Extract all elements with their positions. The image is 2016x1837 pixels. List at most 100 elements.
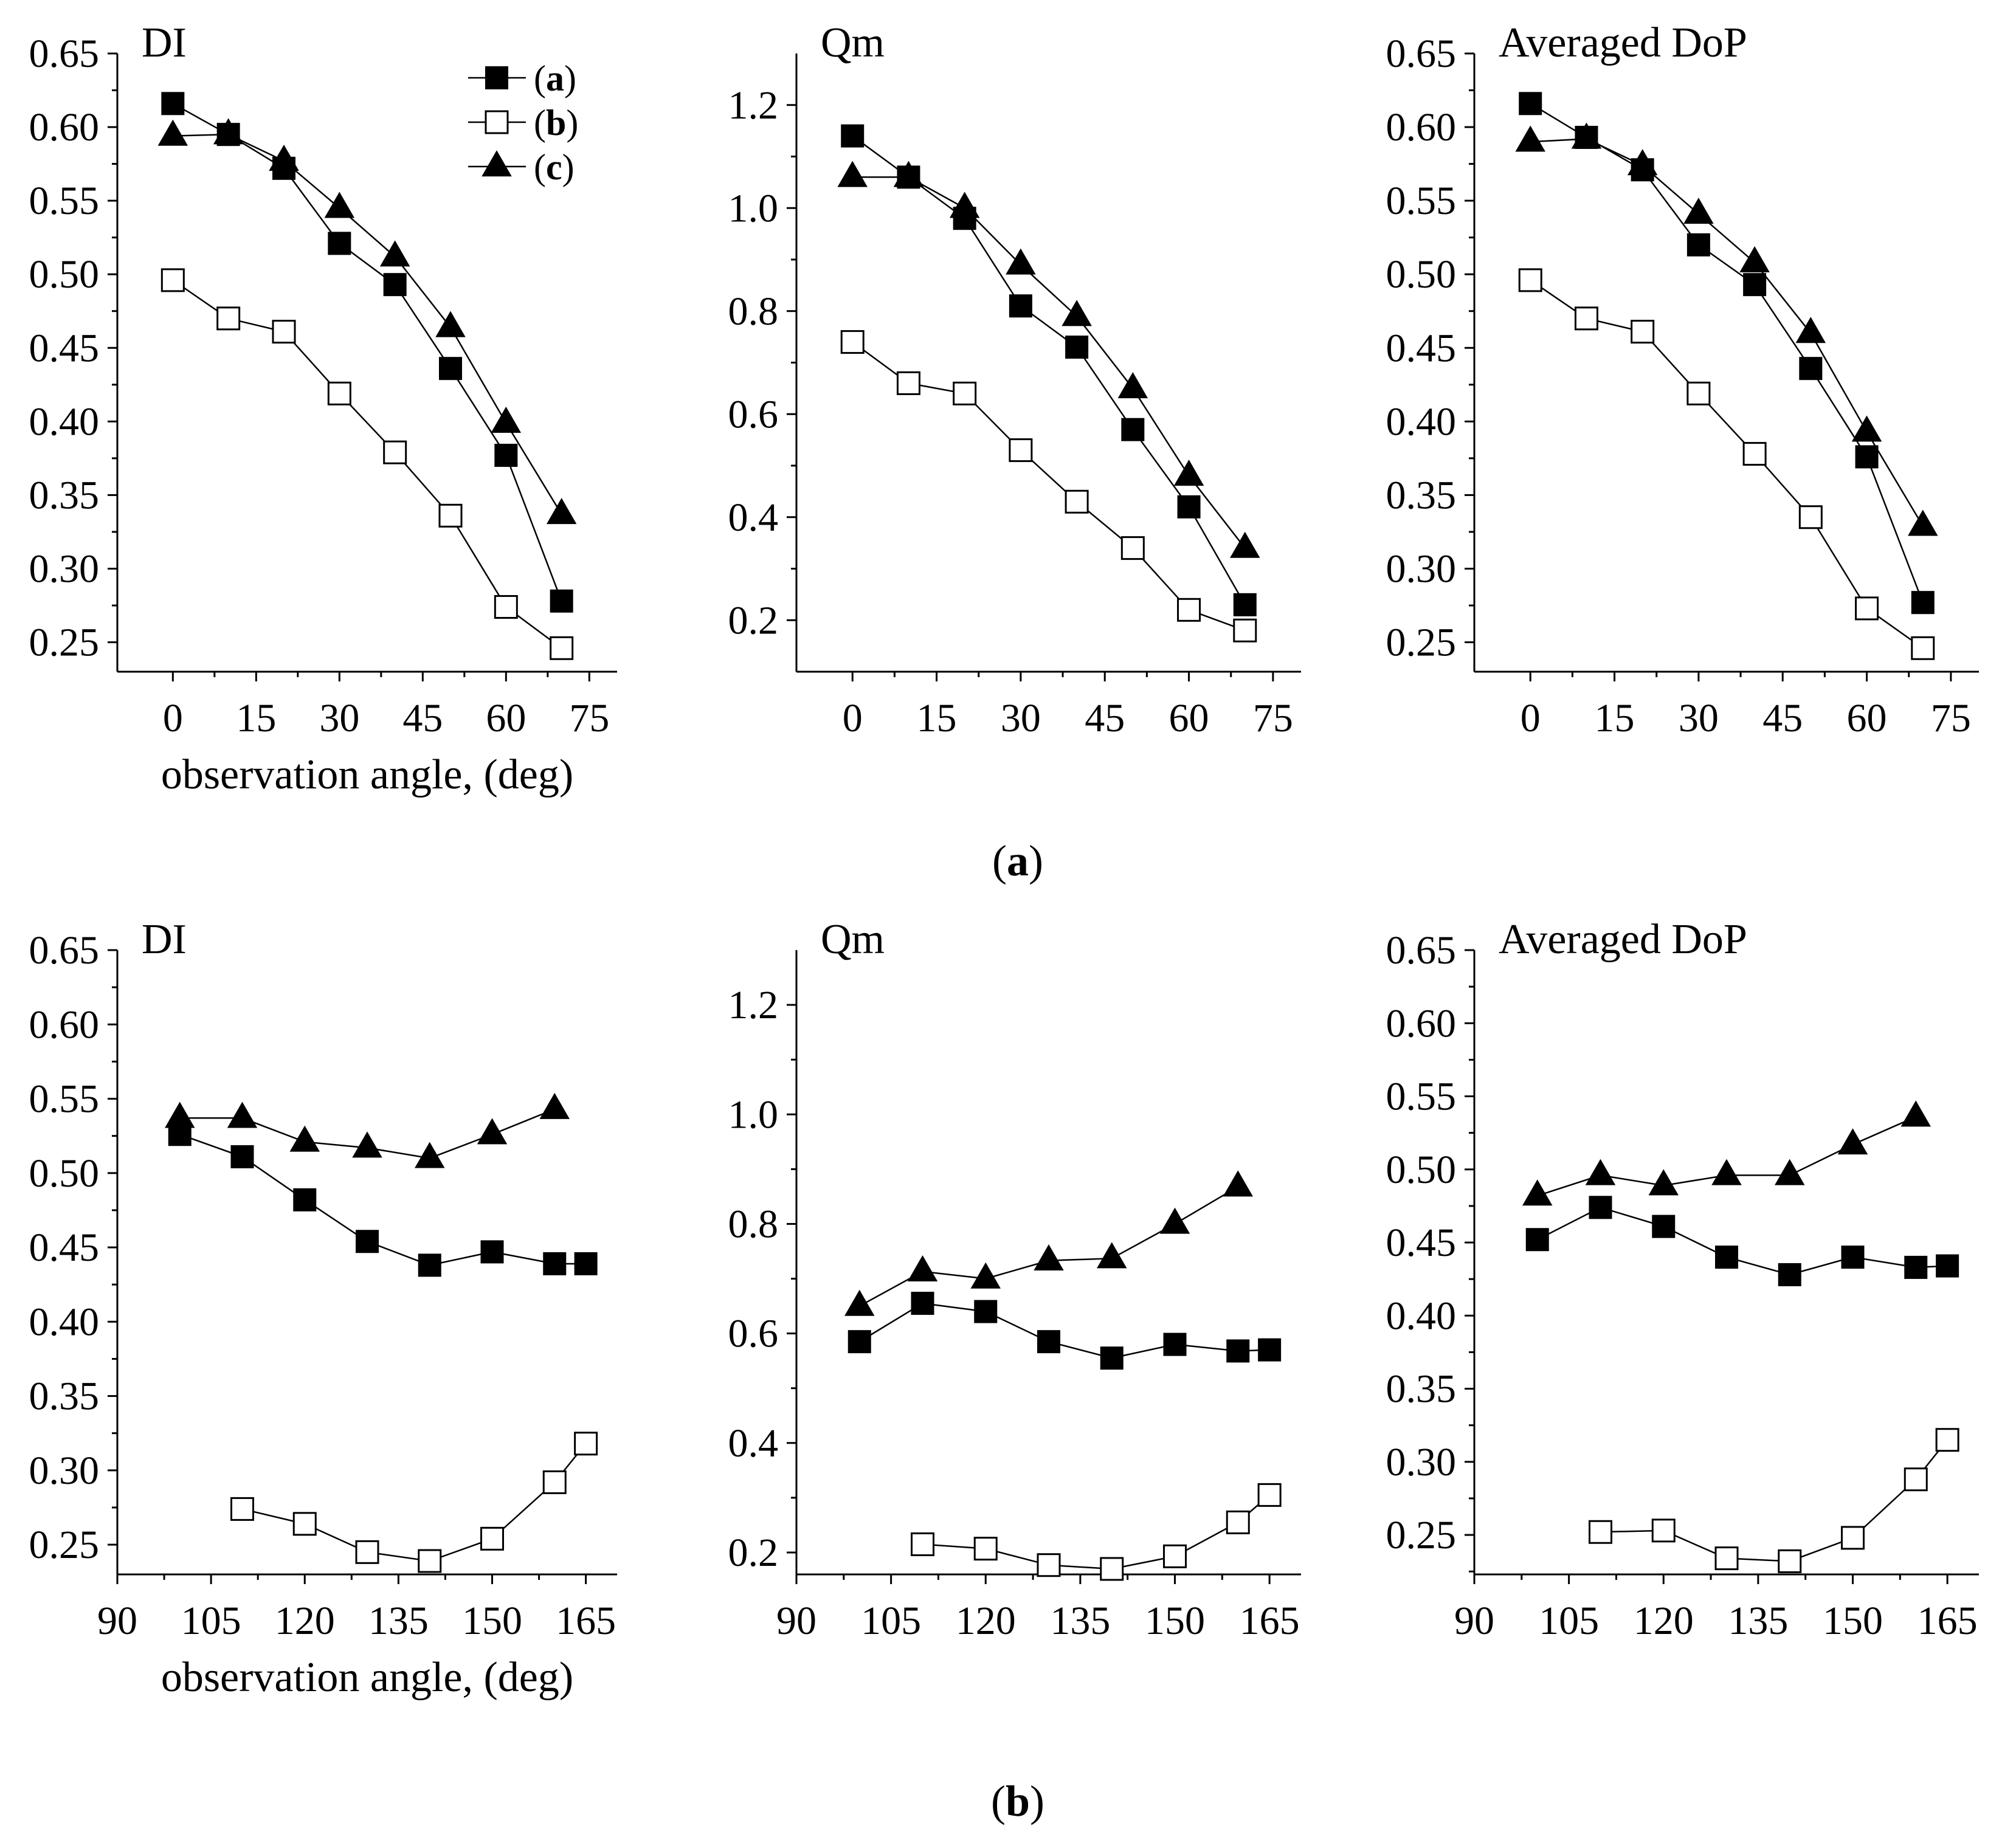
data-point-a <box>1855 445 1879 469</box>
x-tick-label: 165 <box>1918 1599 1978 1643</box>
x-tick-label: 60 <box>1169 696 1209 740</box>
data-point-a <box>1121 418 1145 441</box>
data-point-a <box>1778 1263 1801 1286</box>
data-point-c <box>227 1101 258 1128</box>
y-tick-label: 0.45 <box>1386 1221 1457 1265</box>
y-tick-label: 0.25 <box>1386 1513 1457 1557</box>
y-tick-label: 0.30 <box>29 547 100 591</box>
caption-b: (b) <box>991 1777 1044 1825</box>
series-line-a <box>1530 103 1924 603</box>
data-point-b <box>1163 1544 1187 1568</box>
y-tick-label: 0.50 <box>1386 1148 1457 1192</box>
data-point-c <box>970 1262 1001 1289</box>
data-point-c <box>949 191 980 218</box>
data-point-b <box>355 1540 379 1564</box>
x-tick-label: 0 <box>1521 696 1541 740</box>
y-tick-label: 0.60 <box>29 1002 100 1047</box>
x-tick-label: 135 <box>1050 1599 1110 1643</box>
data-point-c <box>1006 248 1036 275</box>
x-tick-label: 120 <box>1634 1599 1694 1643</box>
panel-title: DI <box>142 916 187 963</box>
y-tick-label: 0.60 <box>29 105 100 150</box>
data-point-b <box>953 381 977 405</box>
data-point-c <box>907 1255 938 1282</box>
data-point-b <box>1742 442 1767 466</box>
x-tick-label: 90 <box>1454 1599 1494 1643</box>
data-point-b <box>1233 618 1257 643</box>
legend-marker-a <box>485 66 508 89</box>
data-point-b <box>1589 1520 1612 1544</box>
data-point-c <box>1739 246 1770 273</box>
x-tick-label: 45 <box>1762 696 1803 740</box>
data-point-c <box>893 160 924 187</box>
data-point-a <box>543 1252 567 1275</box>
data-point-a <box>974 1300 998 1323</box>
data-point-b <box>383 440 407 464</box>
data-point-b <box>1686 381 1711 405</box>
data-point-a <box>161 92 185 115</box>
data-point-b <box>574 1432 598 1456</box>
data-point-b <box>1065 489 1089 514</box>
data-point-b <box>1911 636 1935 660</box>
data-point-b <box>1037 1553 1061 1577</box>
data-point-b <box>1855 596 1879 621</box>
x-tick-label: 150 <box>1145 1599 1205 1643</box>
x-tick-label: 150 <box>462 1599 522 1643</box>
x-tick-label: 75 <box>1931 696 1971 740</box>
data-point-a <box>1065 336 1089 359</box>
series-a <box>1519 92 1935 615</box>
x-tick-label: 105 <box>861 1599 921 1643</box>
y-tick-label: 0.2 <box>728 1531 779 1575</box>
data-point-a <box>841 124 865 148</box>
data-point-b <box>1257 1483 1282 1507</box>
series-b <box>911 1483 1282 1581</box>
data-point-b <box>1904 1467 1928 1492</box>
data-point-c <box>1223 1170 1253 1197</box>
chart-a-di: 0.25 0.30 0.35 0.40 0.45 0.50 0.55 0.60 0.65 0 15 3… <box>29 19 617 798</box>
x-tick-label: 135 <box>368 1599 429 1643</box>
data-point-b <box>327 381 351 405</box>
data-point-b <box>1518 268 1542 292</box>
series-b <box>840 330 1257 643</box>
data-point-a <box>418 1253 441 1277</box>
x-tick-label: 120 <box>275 1599 335 1643</box>
y-tick-label: 0.40 <box>1386 1294 1457 1338</box>
data-point-c <box>1648 1169 1679 1196</box>
data-point-c <box>837 160 868 187</box>
x-tick-label: 165 <box>556 1599 616 1643</box>
data-point-c <box>352 1131 382 1158</box>
data-point-c <box>1571 122 1602 149</box>
data-point-c <box>324 191 355 218</box>
data-point-b <box>911 1532 934 1556</box>
data-point-a <box>574 1252 598 1275</box>
data-point-c <box>1097 1242 1127 1269</box>
data-point-c <box>539 1092 570 1119</box>
y-tick-label: 0.55 <box>29 179 100 223</box>
x-tick-label: 75 <box>1253 696 1293 740</box>
data-point-c <box>415 1142 445 1168</box>
caption-a: (a) <box>992 836 1043 885</box>
x-tick-label: 0 <box>163 696 183 740</box>
y-tick-label: 0.65 <box>29 32 100 76</box>
y-tick-label: 0.65 <box>1386 32 1457 76</box>
y-tick-label: 0.40 <box>29 1300 100 1344</box>
data-point-b <box>1574 306 1598 331</box>
y-tick-label: 0.8 <box>728 1202 779 1246</box>
data-point-b <box>1841 1526 1865 1550</box>
data-point-c <box>1173 460 1204 486</box>
y-tick-label: 0.55 <box>29 1077 100 1122</box>
chart-a-dop: 0.25 0.30 0.35 0.40 0.45 0.50 0.55 0.60 0.65 0 15 3… <box>1386 19 1979 740</box>
y-tick-label: 0.2 <box>728 598 779 643</box>
series-line-c <box>852 176 1246 549</box>
data-point-a <box>911 1292 934 1315</box>
data-point-b <box>161 268 185 292</box>
data-point-b <box>216 306 241 331</box>
data-point-a <box>1799 357 1823 381</box>
y-tick-label: 0.35 <box>29 1374 100 1419</box>
data-point-b <box>272 320 296 344</box>
data-point-b <box>1100 1557 1124 1581</box>
chart-b-dop: 0.25 0.30 0.35 0.40 0.45 0.50 0.55 0.60 0.65 90 10… <box>1386 916 1979 1643</box>
data-point-c <box>1775 1159 1805 1185</box>
data-point-b <box>1778 1549 1802 1573</box>
series-b <box>1518 268 1935 660</box>
